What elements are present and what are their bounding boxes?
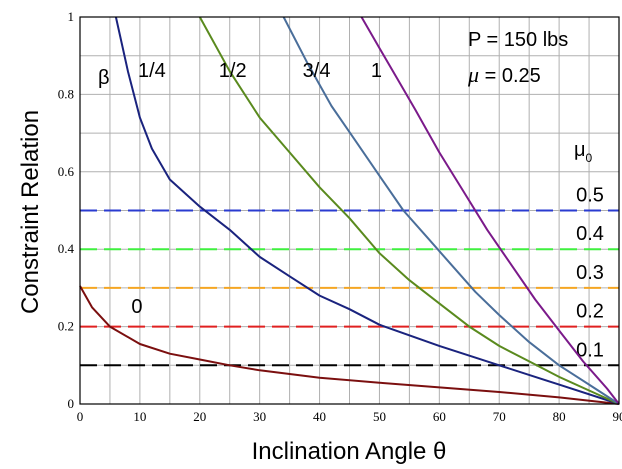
- plot-frame: [79, 16, 620, 405]
- x-tick-label: 40: [313, 409, 326, 424]
- mu0-legend-title: μ0: [574, 139, 593, 165]
- curve-label: 1: [371, 60, 382, 82]
- mu0-line-label: 0.5: [576, 185, 604, 207]
- curve-beta-1-4: [114, 16, 620, 405]
- x-tick-label: 80: [553, 409, 566, 424]
- curve-beta-1: [360, 16, 620, 405]
- mu0-line-label: 0.3: [576, 262, 604, 284]
- curve-beta-1-2: [198, 16, 620, 405]
- beta-label: β: [98, 67, 110, 89]
- mu0-subscript: 0: [586, 151, 593, 165]
- x-tick-label: 0: [77, 409, 84, 424]
- tick-labels: 010203040506070809000.20.40.60.81: [58, 9, 622, 424]
- curve-beta-3-4: [282, 16, 620, 405]
- curve-beta-0: [79, 285, 620, 405]
- curve-label: 0: [131, 296, 142, 318]
- load-annotation: P = 150 lbs: [468, 29, 568, 51]
- x-tick-label: 30: [253, 409, 266, 424]
- y-tick-label: 1: [68, 9, 75, 24]
- mu0-symbol: μ: [574, 139, 586, 161]
- y-tick-label: 0: [68, 396, 75, 411]
- curve-label: 1/4: [138, 60, 166, 82]
- friction-annotation: μ = 0.25: [467, 62, 541, 87]
- mu0-line-label: 0.2: [576, 301, 604, 323]
- y-tick-label: 0.6: [58, 164, 75, 179]
- y-tick-label: 0.4: [58, 241, 75, 256]
- y-tick-label: 0.2: [58, 319, 74, 334]
- x-tick-label: 10: [133, 409, 146, 424]
- mu0-line-label: 0.1: [576, 339, 604, 361]
- mu-value: = 0.25: [479, 65, 541, 87]
- curve-label: 1/2: [219, 60, 247, 82]
- x-tick-label: 70: [493, 409, 506, 424]
- y-tick-label: 0.8: [58, 86, 74, 101]
- x-tick-label: 90: [613, 409, 622, 424]
- x-axis-title: Inclination Angle θ: [252, 438, 447, 465]
- mu0-line-label: 0.4: [576, 223, 604, 245]
- x-tick-label: 50: [373, 409, 386, 424]
- x-tick-label: 60: [433, 409, 446, 424]
- mu-symbol: μ: [467, 62, 479, 87]
- x-tick-label: 20: [193, 409, 206, 424]
- curve-labels: 1/4 1/2 3/4 1 0: [131, 60, 382, 318]
- y-axis-title: Constraint Relation: [17, 110, 44, 314]
- curve-label: 3/4: [303, 60, 331, 82]
- mu0-reference-lines: 0.5 0.4 0.3 0.2 0.1: [80, 185, 619, 367]
- curves: [79, 16, 620, 405]
